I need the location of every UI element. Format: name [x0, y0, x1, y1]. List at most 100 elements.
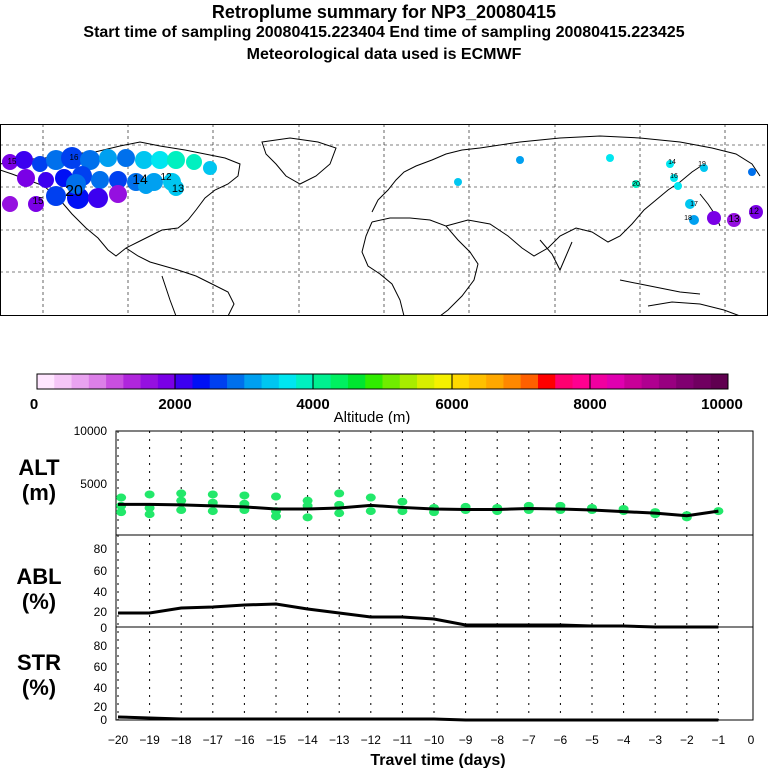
plume-marker — [138, 178, 154, 194]
colorbar-cell — [347, 374, 366, 389]
x-tick-label: −11 — [393, 733, 413, 747]
colorbar-cell — [451, 374, 470, 389]
plume-marker — [151, 151, 169, 169]
x-tick-label: −6 — [554, 733, 568, 747]
colorbar-tick-label: 2000 — [158, 396, 191, 413]
plume-marker — [707, 211, 721, 225]
alt-point — [144, 510, 155, 519]
str-panel-unit: (%) — [22, 675, 56, 700]
plume-marker — [80, 150, 100, 170]
plume-marker — [203, 161, 217, 175]
chart-title: Retroplume summary for NP3_20080415 — [211, 2, 557, 22]
plume-day-label: 12 — [160, 172, 172, 183]
colorbar-cell — [71, 374, 90, 389]
colorbar-cell — [520, 374, 539, 389]
colorbar-cell — [572, 374, 591, 389]
colorbar-cell — [227, 374, 245, 389]
abl-ytick: 20 — [94, 605, 108, 619]
alt-point — [207, 490, 218, 499]
alt-point — [207, 507, 218, 516]
colorbar-cell — [399, 374, 418, 389]
plume-marker — [66, 174, 86, 194]
colorbar-cell — [693, 374, 712, 389]
colorbar-frame — [36, 373, 729, 390]
colorbar-cell — [486, 374, 504, 389]
colorbar-cell — [54, 374, 73, 389]
alt-point — [116, 508, 127, 517]
colorbar-cell — [106, 374, 124, 389]
vertical-gridlines — [117, 431, 719, 720]
x-tick-labels: −20 −19 −18 −17 −16 −15 −14 −13 −12 −11 −10 −9 −8 −7−… — [108, 733, 755, 747]
alt-point — [144, 490, 155, 499]
plume-marker — [186, 154, 202, 170]
alt-point — [176, 496, 187, 505]
alt-point — [239, 491, 250, 500]
plume-marker — [666, 160, 674, 168]
plume-marker — [632, 180, 640, 188]
plume-marker — [674, 182, 682, 190]
colorbar-cell — [589, 374, 608, 389]
str-ytick: 0 — [100, 713, 107, 727]
sampling-times: Start time of sampling 20080415.223404 E… — [83, 24, 685, 41]
plume-marker — [32, 156, 48, 172]
colorbar-cell — [192, 374, 211, 389]
colorbar-tick-label: 6000 — [435, 396, 468, 413]
alt-point — [144, 503, 155, 512]
plume-marker — [454, 178, 462, 186]
colorbar-cell — [88, 374, 107, 389]
colorbar-tick-label: 0 — [30, 396, 38, 413]
colorbar-cell — [382, 374, 401, 389]
x-tick-label: 0 — [748, 733, 755, 747]
plume-marker — [28, 196, 44, 212]
colorbar-cell — [175, 374, 193, 389]
plume-day-label: 15 — [32, 196, 44, 207]
plume-marker — [700, 164, 708, 172]
x-tick-label: −14 — [297, 733, 318, 747]
colorbar-tick-label: 4000 — [296, 396, 329, 413]
plume-day-label: 15 — [8, 157, 17, 166]
plume-day-label: 16 — [670, 173, 678, 180]
altitude-colorbar: 0 2000 4000 6000 8000 10000 Altitude (m) — [30, 373, 743, 424]
str-ytick: 80 — [94, 639, 108, 653]
colorbar-cell — [157, 374, 176, 389]
colorbar-cell — [244, 374, 263, 389]
plume-day-label: 14 — [668, 159, 676, 166]
plume-marker — [88, 188, 108, 208]
abl-line — [118, 602, 719, 629]
alt-ytick: 10000 — [74, 424, 108, 438]
alt-point — [176, 489, 187, 498]
alt-point — [397, 507, 408, 516]
plume-marker — [2, 196, 18, 212]
plume-marker — [117, 149, 135, 167]
colorbar-tick-label: 8000 — [573, 396, 606, 413]
str-ytick: 20 — [94, 700, 108, 714]
plume-marker — [670, 174, 678, 182]
x-tick-label: −5 — [585, 733, 599, 747]
plume-marker — [17, 169, 35, 187]
x-axis-label: Travel time (days) — [370, 752, 505, 768]
str-panel-title: STR — [17, 650, 61, 675]
plume-marker — [748, 168, 756, 176]
plume-marker — [46, 186, 66, 206]
abl-ytick: 0 — [100, 621, 107, 635]
x-tick-label: −7 — [522, 733, 536, 747]
y-tick-labels: 10000 5000 80 60 40 20 0 80 60 40 20 0 — [74, 424, 108, 727]
time-series-plots: ALT (m) ABL (%) STR (%) 10000 5000 80 60… — [16, 424, 755, 768]
colorbar-cell — [537, 374, 556, 389]
abl-ytick: 40 — [94, 585, 108, 599]
x-tick-label: −16 — [234, 733, 255, 747]
x-tick-label: −8 — [490, 733, 504, 747]
colorbar-label: Altitude (m) — [334, 409, 411, 424]
str-line — [117, 715, 719, 722]
colorbar-cell — [641, 374, 660, 389]
alt-mean-line — [118, 502, 719, 518]
plume-marker — [91, 171, 109, 189]
colorbar-cell — [658, 374, 677, 389]
abl-ytick: 80 — [94, 542, 108, 556]
alt-point — [334, 489, 345, 498]
x-tick-label: −4 — [617, 733, 631, 747]
colorbar-cell — [417, 374, 435, 389]
str-ytick: 40 — [94, 681, 108, 695]
colorbar-cell — [710, 374, 729, 389]
